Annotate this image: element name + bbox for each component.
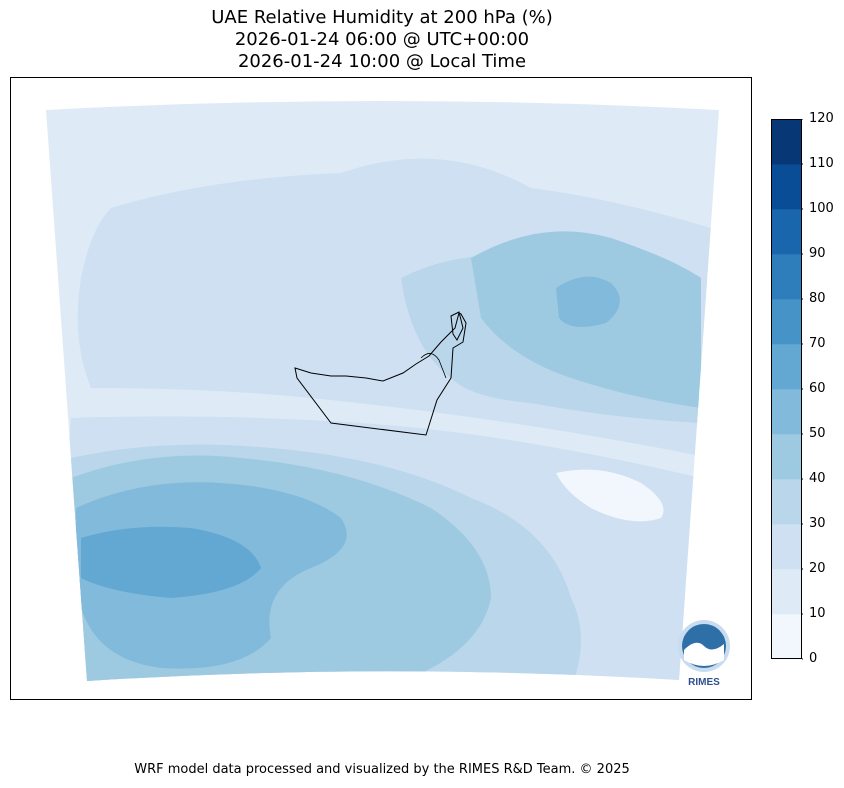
musandam-border [450, 311, 464, 341]
colorbar-segment [771, 119, 802, 165]
chart-title: UAE Relative Humidity at 200 hPa (%) [211, 7, 553, 28]
emirates-internal-border [420, 353, 447, 379]
colorbar-tick-label: 50 [809, 426, 826, 441]
colorbar-tick-label: 80 [809, 291, 826, 306]
colorbar-segment [771, 569, 802, 615]
colorbar-tick-label: 0 [809, 651, 818, 666]
colorbar-tick-label: 120 [809, 111, 834, 126]
colorbar-segment [771, 434, 802, 480]
colorbar-tick-label: 10 [809, 606, 826, 621]
contour-10-20-southeast [556, 469, 664, 522]
colorbar-tick-label: 40 [809, 471, 826, 486]
contour-50-60-east [556, 276, 620, 327]
colorbar-tick-label: 20 [809, 561, 826, 576]
colorbar-tick-label: 110 [809, 156, 834, 171]
colorbar-segment [771, 164, 802, 210]
colorbar-segment [771, 614, 802, 660]
colorbar-tick-label: 60 [809, 381, 826, 396]
colorbar-segment [771, 254, 802, 300]
colorbar-tick-label: 100 [809, 201, 834, 216]
contour-60-70-south [81, 526, 261, 598]
colorbar-tick-label: 30 [809, 516, 826, 531]
colorbar-segment [771, 344, 802, 390]
colorbar-segment [771, 299, 802, 345]
colorbar-segment [771, 209, 802, 255]
colorbar-segment [771, 389, 802, 435]
logo-text: RIMES [688, 677, 720, 688]
colorbar-segment [771, 524, 802, 570]
rimes-logo: RIMES [678, 620, 730, 688]
utc-time-subtitle: 2026-01-24 06:00 @ UTC+00:00 [234, 29, 530, 50]
colorbar-segment [771, 479, 802, 525]
humidity-map [46, 101, 719, 681]
footer-credit: WRF model data processed and visualized … [134, 762, 630, 777]
uae-border [294, 312, 467, 436]
map-panel [10, 77, 752, 700]
local-time-subtitle: 2026-01-24 10:00 @ Local Time [237, 51, 527, 72]
colorbar-tick-label: 70 [809, 336, 826, 351]
colorbar-tick-label: 90 [809, 246, 826, 261]
colorbar [771, 119, 803, 660]
